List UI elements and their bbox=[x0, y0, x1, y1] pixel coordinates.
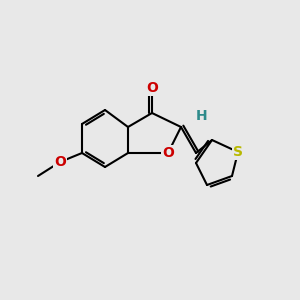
Text: O: O bbox=[54, 155, 66, 169]
Text: O: O bbox=[146, 81, 158, 95]
Text: O: O bbox=[162, 146, 174, 160]
Text: S: S bbox=[233, 145, 243, 159]
Text: H: H bbox=[196, 109, 208, 123]
